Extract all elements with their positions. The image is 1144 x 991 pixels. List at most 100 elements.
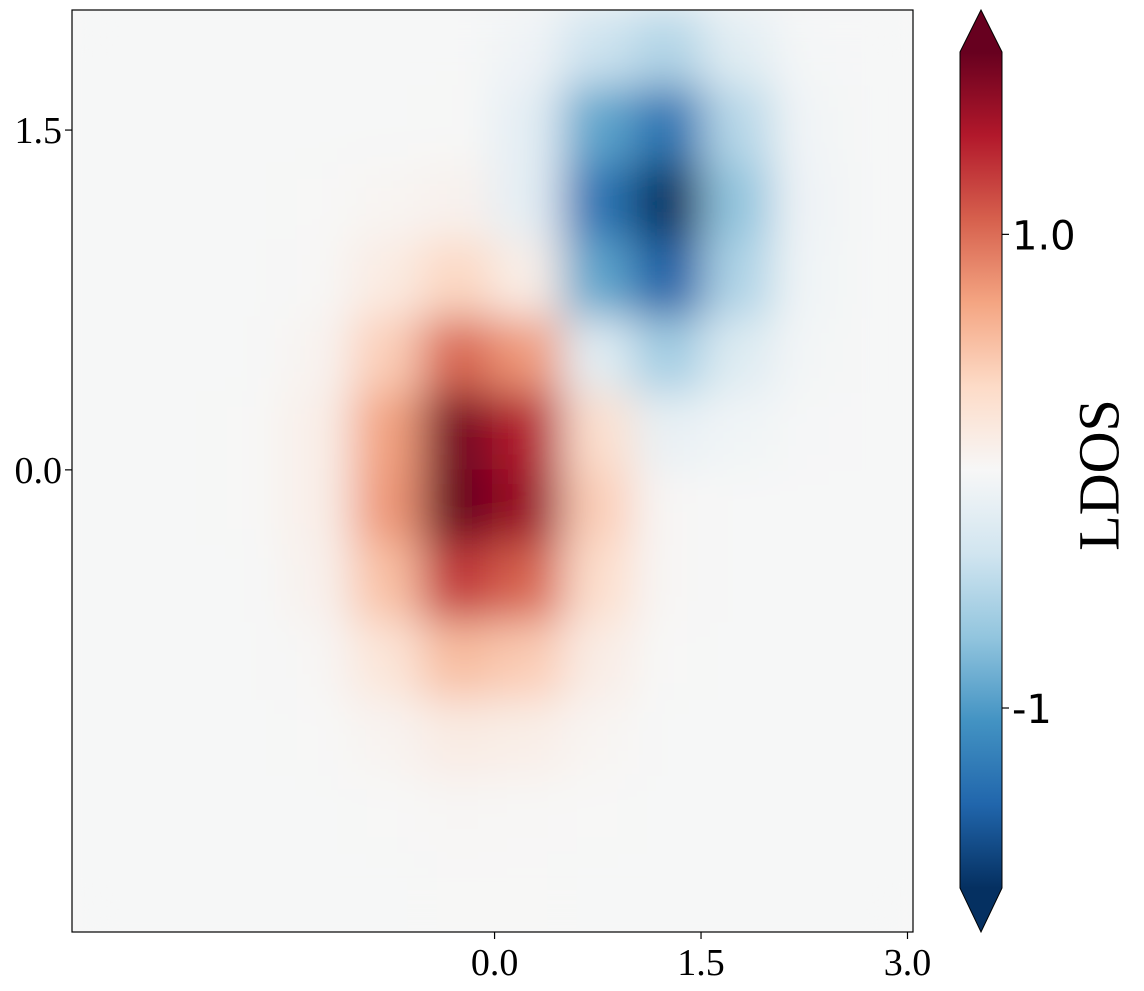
heatmap-cell — [842, 10, 913, 88]
heatmap-cell — [562, 317, 634, 396]
heatmap-cell — [72, 852, 143, 931]
heatmap-cell — [351, 852, 423, 931]
heatmap-cell — [211, 163, 283, 242]
heatmap-cell — [562, 698, 634, 777]
heatmap-cell — [772, 775, 844, 854]
heatmap-cell — [351, 317, 423, 396]
heatmap-cell — [492, 621, 564, 700]
heatmap-cell — [351, 392, 423, 471]
colorbar-outline — [959, 8, 1003, 934]
y-tick-label: 0.0 — [15, 450, 63, 492]
heatmap-cell — [211, 469, 283, 548]
colorbar-tick-label: 1.0 — [1012, 213, 1076, 259]
heatmap-cell — [141, 163, 213, 242]
heatmap-cell — [72, 775, 143, 854]
heatmap-cell — [281, 240, 353, 319]
heatmap-cell — [72, 544, 143, 623]
heatmap-cell — [421, 240, 493, 319]
heatmap-cell — [351, 163, 423, 242]
heatmap-clip — [72, 10, 913, 931]
heatmap-cell — [492, 852, 564, 931]
heatmap-cell — [562, 469, 634, 548]
heatmap-cell — [351, 86, 423, 165]
heatmap-cell — [351, 621, 423, 700]
heatmap-cell — [702, 621, 774, 700]
heatmap-cell — [351, 469, 423, 548]
heatmap-cell — [141, 621, 213, 700]
heatmap-cell — [702, 10, 774, 88]
heatmap-cell — [141, 86, 213, 165]
heatmap-cell — [702, 775, 774, 854]
heatmap-cell — [702, 163, 774, 242]
heatmap-cell — [772, 392, 844, 471]
heatmap-cell — [842, 544, 913, 623]
heatmap-cell — [421, 10, 493, 88]
colorbar-tick-label: -1 — [1012, 687, 1052, 733]
heatmap-cell — [772, 852, 844, 931]
heatmap-cell — [632, 621, 704, 700]
heatmap-cell — [632, 163, 704, 242]
heatmap-cell — [421, 469, 493, 548]
heatmap-cell — [211, 698, 283, 777]
x-tick-label: 1.5 — [677, 942, 725, 984]
heatmap-cell — [281, 317, 353, 396]
heatmap-cell — [211, 621, 283, 700]
heatmap-cell — [72, 392, 143, 471]
heatmap-cell — [632, 317, 704, 396]
heatmap-cell — [421, 621, 493, 700]
heatmap-cell — [351, 544, 423, 623]
heatmap-cell — [772, 469, 844, 548]
heatmap-cell — [421, 163, 493, 242]
heatmap-cell — [141, 698, 213, 777]
heatmap-cell — [141, 317, 213, 396]
heatmap-cell — [632, 852, 704, 931]
heatmap-cell — [842, 317, 913, 396]
heatmap-cell — [562, 621, 634, 700]
x-tick-label: 0.0 — [471, 942, 519, 984]
heatmap-cell — [281, 852, 353, 931]
heatmap-cell — [211, 775, 283, 854]
heatmap-cell — [211, 86, 283, 165]
heatmap-cell — [72, 621, 143, 700]
heatmap-cell — [702, 852, 774, 931]
heatmap-cell — [702, 240, 774, 319]
heatmap-cell — [562, 86, 634, 165]
heatmap-cell — [72, 240, 143, 319]
heatmap-cell — [351, 240, 423, 319]
heatmap-cell — [842, 621, 913, 700]
heatmap-cell — [492, 86, 564, 165]
heatmap-cell — [632, 469, 704, 548]
heatmap-cell — [562, 240, 634, 319]
heatmap-cell — [72, 86, 143, 165]
plot-frame — [71, 9, 914, 933]
heatmap-cell — [211, 852, 283, 931]
heatmap-cell — [421, 852, 493, 931]
heatmap-cell — [211, 240, 283, 319]
heatmap-cell — [562, 10, 634, 88]
heatmap-cell — [421, 698, 493, 777]
heatmap-cell — [772, 86, 844, 165]
heatmap-cell — [632, 775, 704, 854]
heatmap-cell — [632, 544, 704, 623]
heatmap-cell — [842, 86, 913, 165]
heatmap-cell — [281, 469, 353, 548]
heatmap-cell — [492, 163, 564, 242]
heatmap-cell — [632, 698, 704, 777]
heatmap-cell — [141, 775, 213, 854]
heatmap-cell — [492, 10, 564, 88]
heatmap-cell — [562, 775, 634, 854]
heatmap-cell — [772, 163, 844, 242]
heatmap-cell — [281, 86, 353, 165]
heatmap-cell — [141, 10, 213, 88]
heatmap-cell — [632, 392, 704, 471]
heatmap-cell — [562, 852, 634, 931]
heatmap-cell — [492, 469, 564, 548]
heatmap-cell — [281, 544, 353, 623]
heatmap-cell — [702, 86, 774, 165]
colorbar-extend-bottom — [960, 888, 1002, 932]
heatmap-cell — [421, 544, 493, 623]
heatmap-cell — [421, 392, 493, 471]
heatmap-cell — [421, 775, 493, 854]
heatmap-cell — [562, 544, 634, 623]
